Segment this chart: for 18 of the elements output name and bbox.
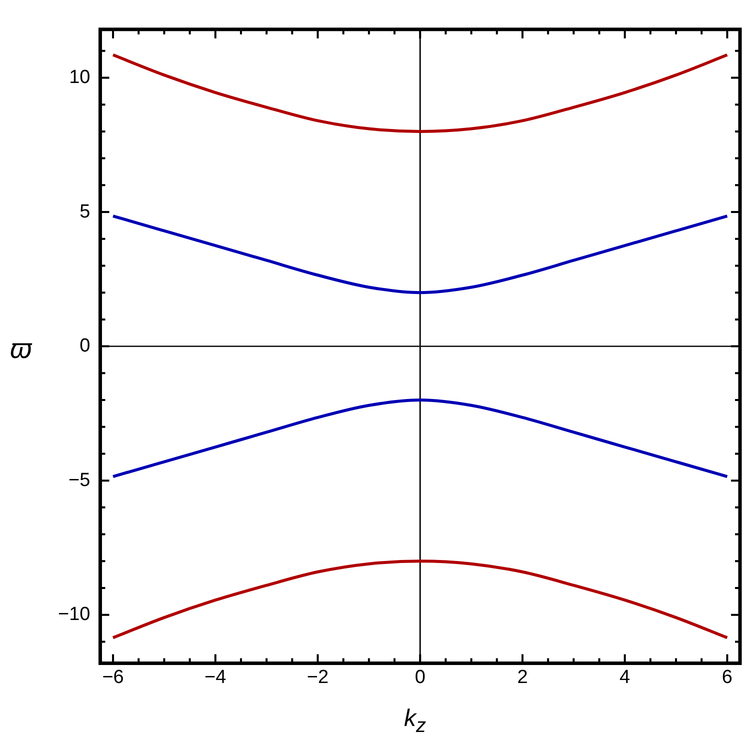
line-series (112, 214, 729, 294)
y-tick-label: −5 (68, 470, 90, 491)
y-tick-label: −10 (58, 604, 90, 626)
x-tick-label: −4 (204, 666, 227, 688)
line-series (112, 53, 729, 133)
x-tick-label: −2 (306, 666, 329, 688)
x-tick-label: 0 (414, 666, 426, 688)
x-tick-label: 2 (517, 666, 528, 688)
x-tick-label: −6 (102, 666, 124, 688)
y-tick-label: 0 (80, 336, 90, 357)
line-series (112, 398, 729, 478)
y-tick-label: 5 (80, 201, 90, 222)
y-tick-label: 10 (69, 66, 90, 88)
x-tick-label: 6 (722, 666, 732, 688)
y-axis-title: ϖ (10, 333, 32, 365)
x-axis-title: k$_{z}$ (403, 705, 427, 738)
line-series (112, 560, 729, 640)
x-tick-label: 4 (620, 666, 631, 688)
